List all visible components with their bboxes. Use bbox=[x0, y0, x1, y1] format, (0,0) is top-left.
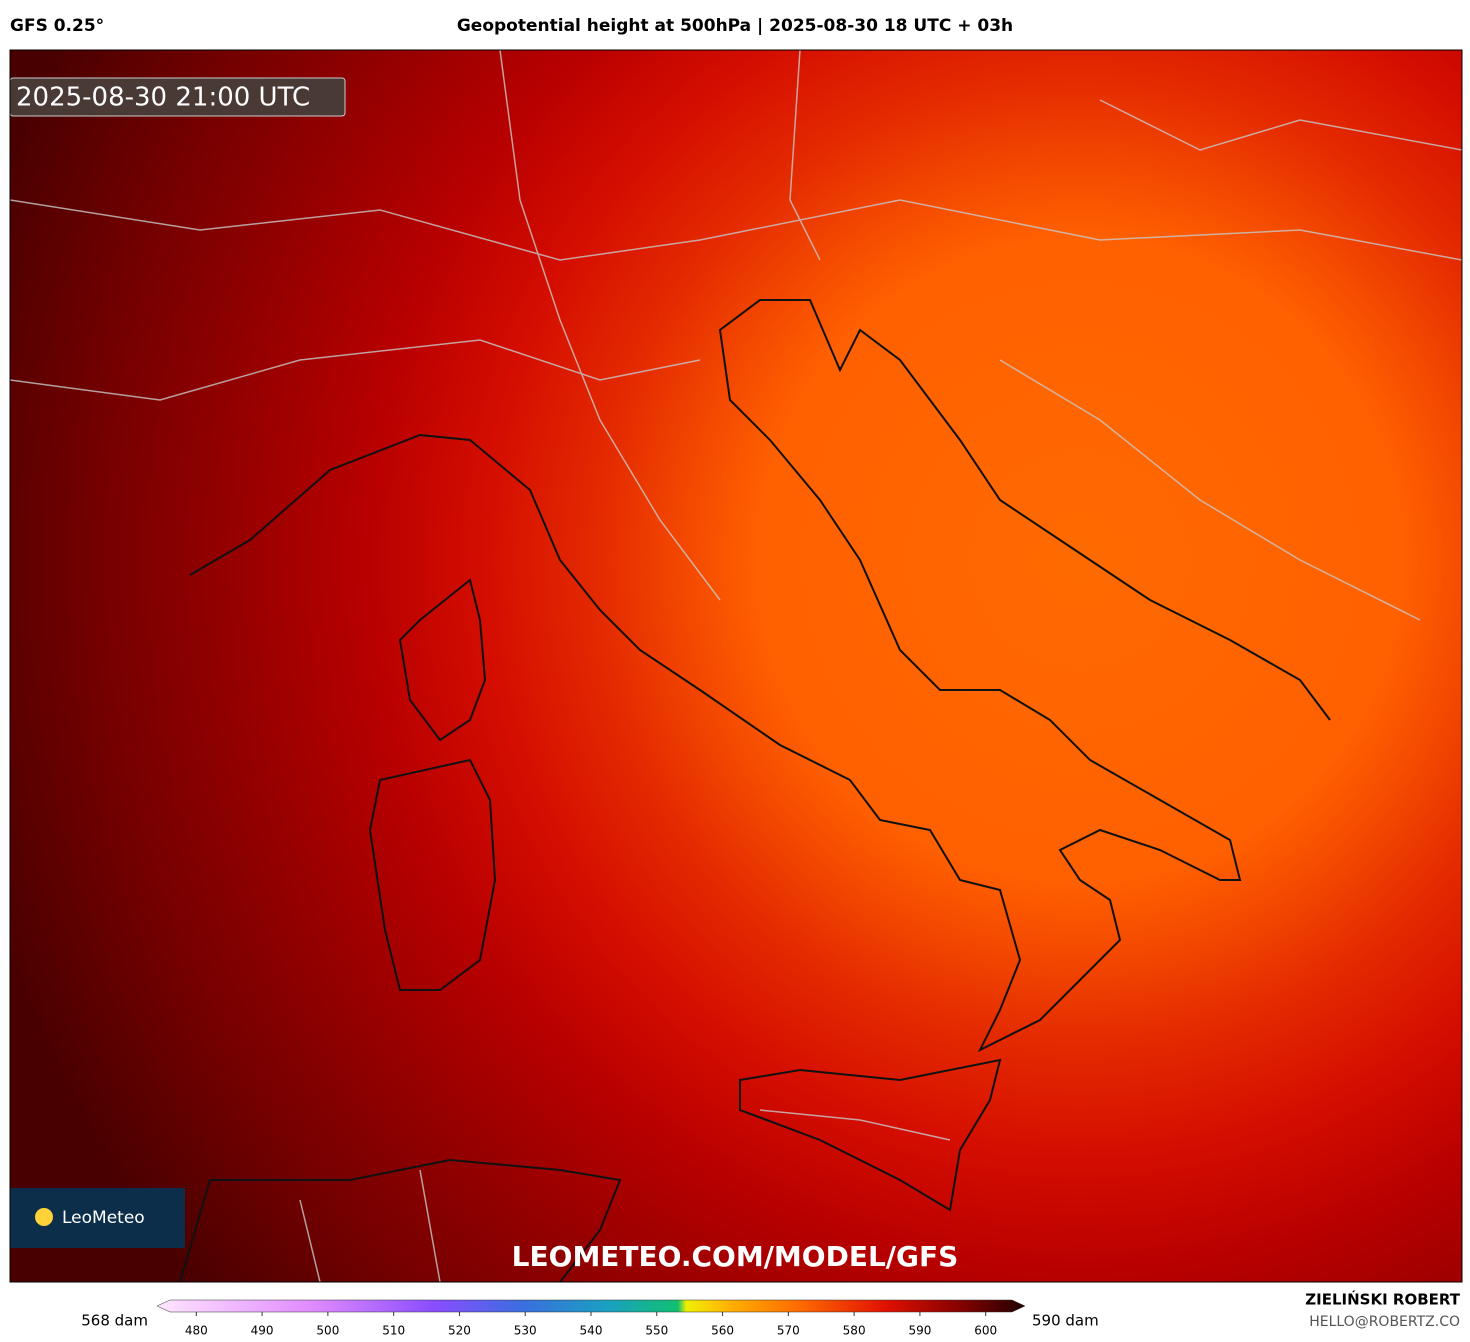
map-frame bbox=[9, 49, 1463, 1283]
colorbar-tick-label: 570 bbox=[777, 1324, 800, 1338]
map: 2025-08-30 21:00 UTC LeoMeteo LEOMETEO.C… bbox=[10, 50, 1462, 1282]
colorbar-tick-label: 580 bbox=[843, 1324, 866, 1338]
email: HELLO@ROBERTZ.CO bbox=[1309, 1314, 1460, 1330]
height-field bbox=[10, 50, 1462, 1282]
watermark: LEOMETEO.COM/MODEL/GFS bbox=[512, 1240, 959, 1273]
colorbar: 480 490 500 510 520 530 540 550 560 570 580 590 600 bbox=[156, 1299, 1026, 1338]
colorbar-tick-label: 480 bbox=[185, 1324, 208, 1338]
coastlines bbox=[179, 299, 1331, 1282]
colorbar-tick-label: 500 bbox=[316, 1324, 339, 1338]
colorbar-ramp bbox=[156, 1299, 1026, 1313]
colorbar-min-label: 568 dam bbox=[81, 1312, 148, 1330]
title: Geopotential height at 500hPa | 2025-08-… bbox=[457, 16, 1013, 36]
colorbar-max-label: 590 dam bbox=[1032, 1312, 1099, 1330]
colorbar-tick-label: 550 bbox=[645, 1324, 668, 1338]
colorbar-tick-label: 590 bbox=[908, 1324, 931, 1338]
colorbar-tick-label: 540 bbox=[580, 1324, 603, 1338]
logo: LeoMeteo bbox=[62, 1208, 145, 1228]
colorbar-tick-label: 520 bbox=[448, 1324, 471, 1338]
colorbar-tick-label: 510 bbox=[382, 1324, 405, 1338]
valid-time: 2025-08-30 21:00 UTC bbox=[16, 83, 310, 113]
colorbar-tick-label: 490 bbox=[251, 1324, 274, 1338]
valid-time-box bbox=[10, 77, 346, 117]
region-borders bbox=[10, 50, 1462, 1282]
colorbar-tick-label: 600 bbox=[974, 1324, 997, 1338]
colorbar-tick-label: 560 bbox=[711, 1324, 734, 1338]
colorbar-tick-label: 530 bbox=[514, 1324, 537, 1338]
logo-sun bbox=[35, 1208, 53, 1226]
author: ZIELIŃSKI ROBERT bbox=[1305, 1290, 1460, 1309]
model-label: GFS 0.25° bbox=[10, 16, 104, 36]
